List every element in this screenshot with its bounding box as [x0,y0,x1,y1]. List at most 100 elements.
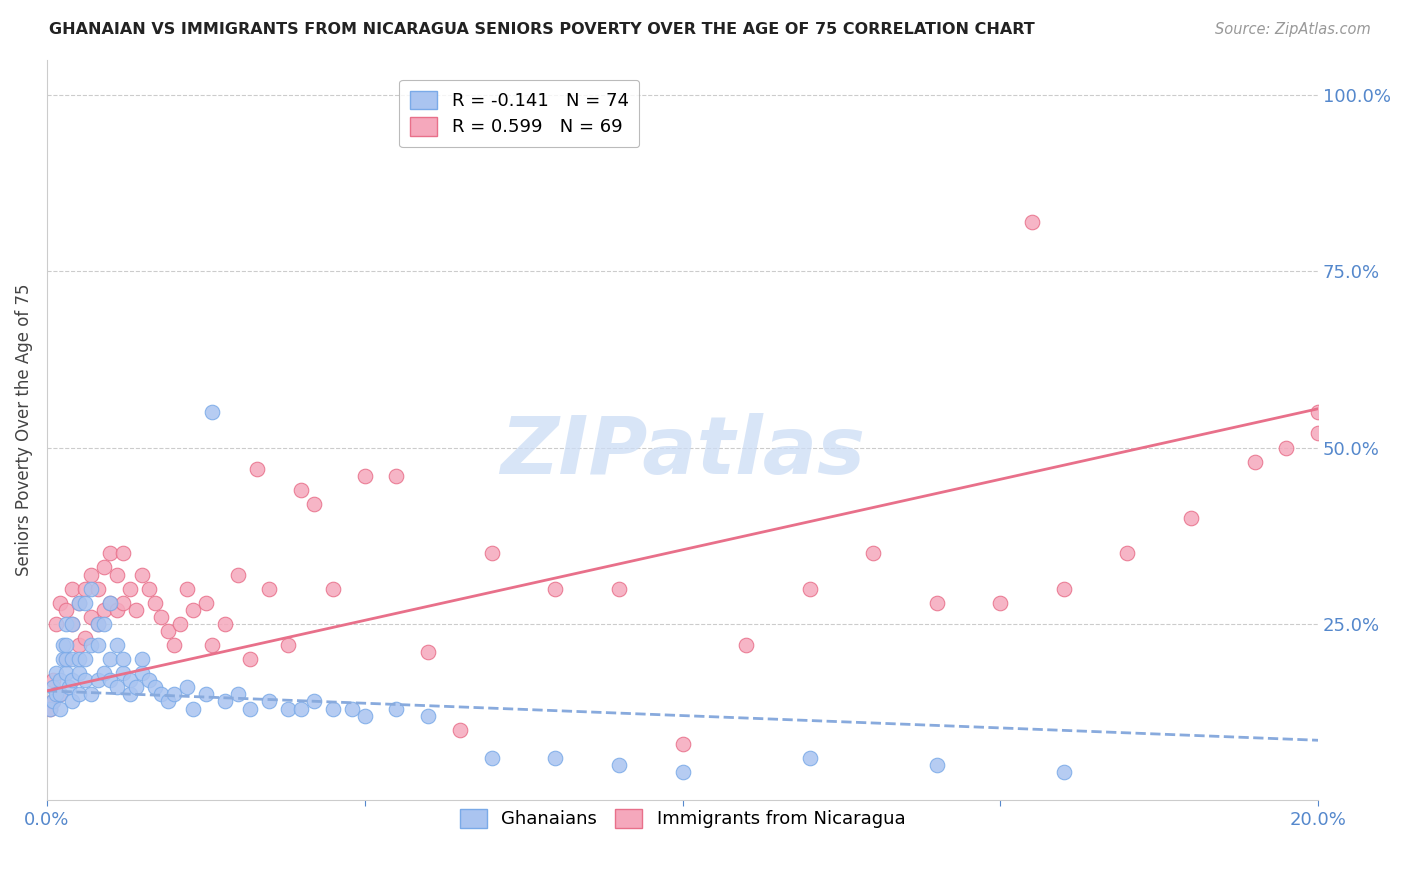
Point [143,596,166,610]
Point [55,666,77,681]
Point [112,666,135,681]
Point [418,708,440,723]
Point [100,596,122,610]
Point [1308,426,1330,441]
Point [67,596,90,610]
Point [58,681,80,695]
Point [60,652,83,666]
Point [112,596,135,610]
Point [671,737,693,751]
Point [73,652,96,666]
Point [156,694,179,708]
Point [80,610,103,624]
Point [226,567,249,582]
Point [105,567,128,582]
Point [93,666,115,681]
Point [481,751,503,765]
Point [1308,405,1330,419]
Point [201,405,224,419]
Text: Source: ZipAtlas.com: Source: ZipAtlas.com [1215,22,1371,37]
Point [118,687,141,701]
Point [60,616,83,631]
Point [214,694,236,708]
Point [138,582,160,596]
Point [125,681,148,695]
Point [181,603,204,617]
Point [181,701,204,715]
Point [100,673,122,688]
Point [176,582,198,596]
Point [93,616,115,631]
Point [55,638,77,652]
Point [1116,546,1139,560]
Point [80,567,103,582]
Point [322,582,344,596]
Point [112,546,135,560]
Point [302,694,325,708]
Point [105,681,128,695]
Point [322,701,344,715]
Point [735,638,758,652]
Point [169,616,191,631]
Point [150,610,173,624]
Point [80,638,103,652]
Point [42,694,65,708]
Point [925,596,948,610]
Point [52,638,75,652]
Point [45,616,67,631]
Point [290,701,312,715]
Point [138,673,160,688]
Point [100,652,122,666]
Point [131,652,153,666]
Point [156,624,179,638]
Point [201,638,224,652]
Point [73,582,96,596]
Point [48,596,70,610]
Point [48,673,70,688]
Point [290,483,312,497]
Point [385,468,408,483]
Point [143,681,166,695]
Point [353,708,375,723]
Point [607,758,630,772]
Point [1053,764,1076,779]
Point [277,638,299,652]
Point [988,596,1011,610]
Text: GHANAIAN VS IMMIGRANTS FROM NICARAGUA SENIORS POVERTY OVER THE AGE OF 75 CORRELA: GHANAIAN VS IMMIGRANTS FROM NICARAGUA SE… [49,22,1035,37]
Point [93,603,115,617]
Point [246,461,269,475]
Point [194,687,217,701]
Point [45,666,67,681]
Point [925,758,948,772]
Point [67,638,90,652]
Point [150,687,173,701]
Point [302,497,325,511]
Point [862,546,884,560]
Point [39,701,62,715]
Point [239,652,262,666]
Point [1180,511,1202,525]
Point [418,645,440,659]
Point [449,723,471,737]
Point [60,694,83,708]
Point [55,603,77,617]
Point [799,582,821,596]
Point [259,694,281,708]
Point [42,681,65,695]
Point [799,751,821,765]
Point [48,687,70,701]
Point [80,687,103,701]
Point [259,582,281,596]
Point [87,616,110,631]
Point [118,582,141,596]
Point [194,596,217,610]
Point [60,582,83,596]
Point [163,638,186,652]
Point [67,687,90,701]
Text: ZIPatlas: ZIPatlas [501,413,865,491]
Point [55,652,77,666]
Point [48,701,70,715]
Point [39,701,62,715]
Point [73,673,96,688]
Point [353,468,375,483]
